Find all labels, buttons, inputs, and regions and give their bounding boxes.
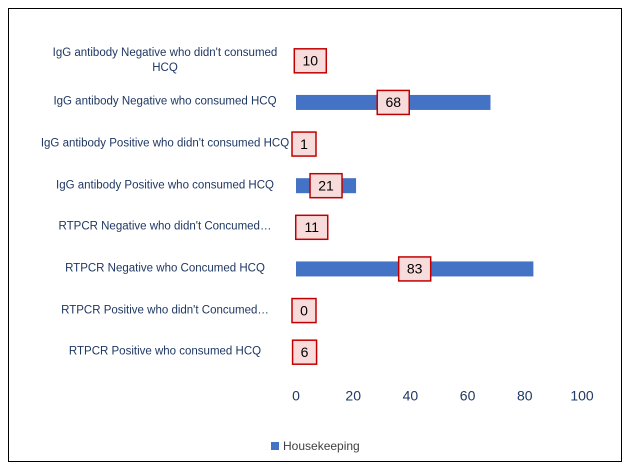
x-tick-label: 100: [570, 388, 594, 404]
data-label-box: [376, 89, 410, 116]
data-label-box: [294, 214, 329, 241]
data-label-box: [397, 256, 432, 282]
x-tick-label: 60: [460, 388, 476, 404]
x-tick-label: 80: [517, 388, 533, 404]
y-tick-label: IgG antibody Negative who consumed HCQ: [53, 95, 277, 108]
data-label: 6: [301, 344, 309, 360]
data-label: 21: [318, 177, 334, 193]
y-tick-label: RTPCR Negative who Concumed HCQ: [65, 262, 265, 275]
data-label: 68: [385, 94, 401, 110]
legend-label: Housekeeping: [283, 439, 360, 453]
data-label: 11: [304, 219, 319, 235]
data-label-box: [309, 172, 343, 199]
y-tick-label: IgG antibody Positive who consumed HCQ: [56, 179, 274, 192]
data-label: 83: [407, 261, 423, 277]
y-tick-label: RTPCR Negative who didn't Concumed…: [58, 220, 272, 233]
y-tick-label: RTPCR Positive who consumed HCQ: [68, 345, 262, 358]
y-tick-label: IgG antibody Positive who didn't consume…: [40, 137, 290, 150]
x-tick-label: 0: [292, 388, 300, 404]
x-tick-label: 40: [403, 388, 419, 404]
y-tick-label: RTPCR Positive who didn't Concumed…: [61, 304, 269, 317]
data-label: 0: [300, 302, 308, 318]
x-tick-label: 20: [345, 388, 361, 404]
data-label-box: [291, 297, 317, 324]
data-label-box: [291, 131, 317, 157]
legend-swatch: [271, 442, 279, 450]
y-tick-label: IgG antibody Negative who didn't consume…: [52, 46, 278, 74]
data-label-box: [293, 48, 328, 74]
data-label: 1: [300, 136, 308, 152]
data-label-box: [291, 339, 318, 365]
data-label: 10: [303, 53, 319, 69]
